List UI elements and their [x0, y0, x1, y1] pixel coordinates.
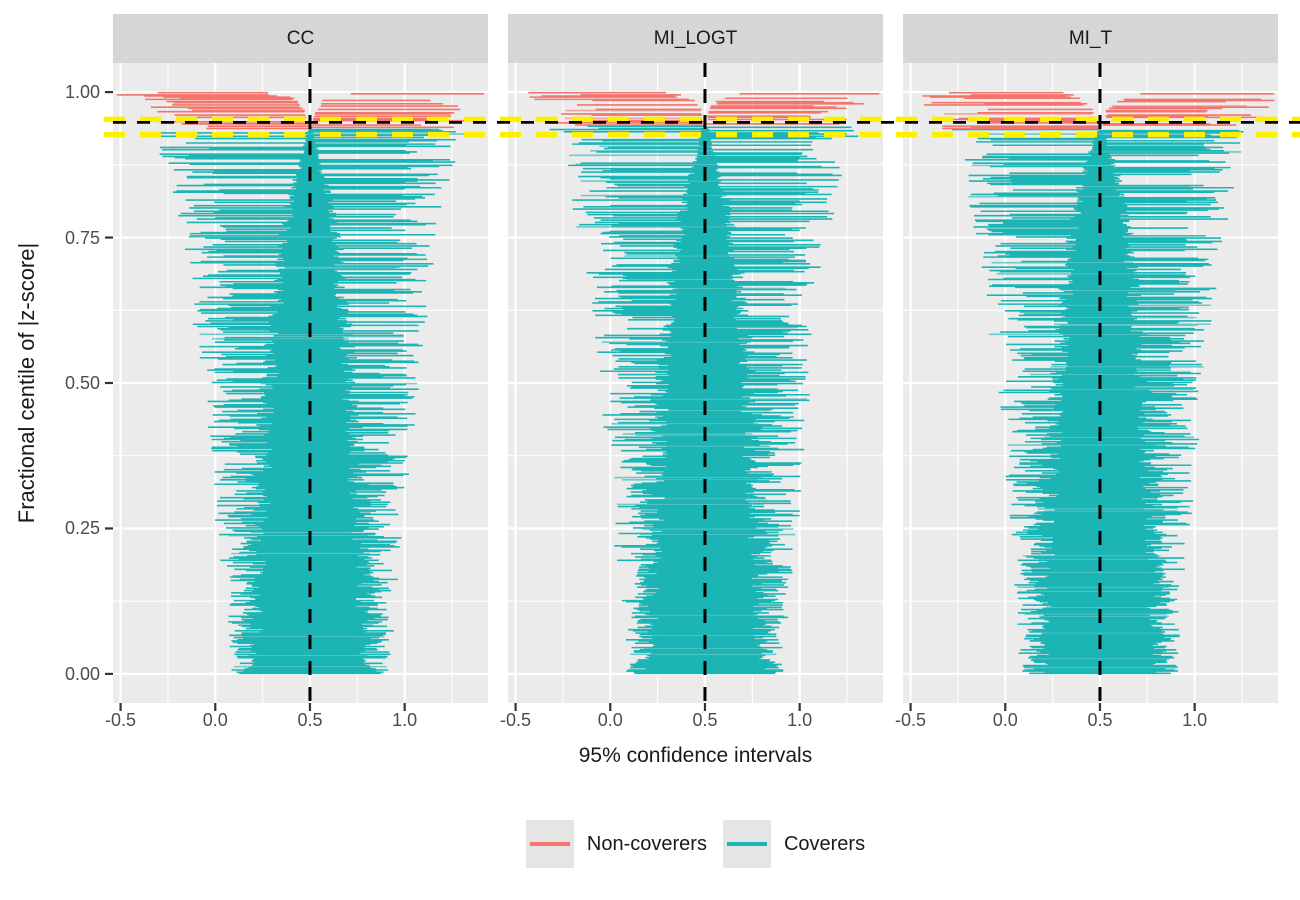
- x-tick-label: 0.5: [692, 710, 718, 730]
- legend-label-non-coverers: Non-coverers: [586, 832, 707, 855]
- legend: Non-coverers Coverers: [113, 820, 1278, 868]
- legend-key-coverers: [722, 820, 771, 868]
- non-coverers-line-swatch: [529, 841, 570, 847]
- x-tick-label: 0.0: [992, 710, 1018, 730]
- ci-segments: [922, 91, 1275, 675]
- x-axis-title: 95% confidence intervals: [578, 744, 813, 767]
- x-tick-label: 0.5: [1087, 710, 1113, 730]
- facet-panel-mi-logt: [508, 63, 883, 703]
- y-tick-label: 1.00: [64, 82, 100, 103]
- x-tick-label: 1.0: [1182, 710, 1208, 730]
- y-tick-label: 0.75: [64, 227, 100, 248]
- x-tick-label: 0.0: [597, 710, 623, 730]
- x-tick-label: 1.0: [392, 710, 418, 730]
- facet-strip-mi-logt: MI_LOGT: [508, 14, 883, 63]
- facet-label-mi-t: MI_T: [1068, 27, 1113, 49]
- facet-label-cc: CC: [286, 27, 315, 49]
- coverers-line-swatch: [726, 841, 767, 847]
- facet-panel-cc: [113, 63, 488, 703]
- facet-panel-mi-t: [903, 63, 1278, 703]
- x-tick-label: 0.0: [202, 710, 228, 730]
- x-tick-label: 1.0: [787, 710, 813, 730]
- legend-label-coverers: Coverers: [783, 832, 866, 855]
- x-tick-label: -0.5: [895, 710, 927, 730]
- y-tick-label: 0.00: [64, 663, 100, 684]
- legend-item-coverers: Coverers: [722, 820, 866, 868]
- facet-label-mi-logt: MI_LOGT: [653, 27, 738, 49]
- x-tick-label: 0.5: [297, 710, 323, 730]
- x-tick-label: -0.5: [500, 710, 532, 730]
- y-tick-label: 0.25: [64, 518, 100, 539]
- y-tick-label: 0.50: [64, 373, 100, 393]
- ci-segments: [116, 91, 485, 675]
- ci-segments: [528, 91, 880, 675]
- facet-strip-mi-t: MI_T: [903, 14, 1278, 63]
- legend-key-non-coverers: [525, 820, 574, 868]
- facet-strip-cc: CC: [113, 14, 488, 63]
- legend-item-non-coverers: Non-coverers: [525, 820, 707, 868]
- x-tick-label: -0.5: [105, 710, 137, 730]
